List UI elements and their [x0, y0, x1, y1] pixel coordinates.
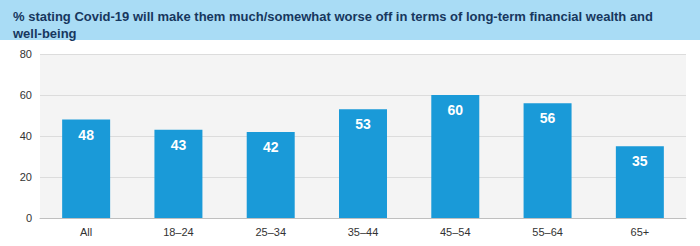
svg-text:18–24: 18–24 [163, 226, 194, 238]
svg-text:40: 40 [20, 130, 32, 142]
svg-text:53: 53 [355, 116, 371, 132]
svg-text:% stating Covid-19 will make t: % stating Covid-19 will make them much/s… [13, 9, 657, 24]
svg-text:20: 20 [20, 171, 32, 183]
svg-text:65+: 65+ [631, 226, 650, 238]
svg-text:60: 60 [20, 89, 32, 101]
svg-text:25–34: 25–34 [255, 226, 286, 238]
svg-text:35–44: 35–44 [348, 226, 379, 238]
svg-text:60: 60 [447, 102, 463, 118]
svg-text:55–64: 55–64 [532, 226, 563, 238]
svg-text:43: 43 [171, 137, 187, 153]
svg-text:45–54: 45–54 [440, 226, 471, 238]
svg-text:48: 48 [78, 127, 94, 143]
svg-text:well-being: well-being [12, 26, 77, 41]
svg-text:All: All [80, 226, 92, 238]
svg-text:80: 80 [20, 48, 32, 60]
svg-text:56: 56 [540, 110, 556, 126]
svg-text:42: 42 [263, 139, 279, 155]
svg-text:0: 0 [26, 212, 32, 224]
svg-text:35: 35 [632, 153, 648, 169]
